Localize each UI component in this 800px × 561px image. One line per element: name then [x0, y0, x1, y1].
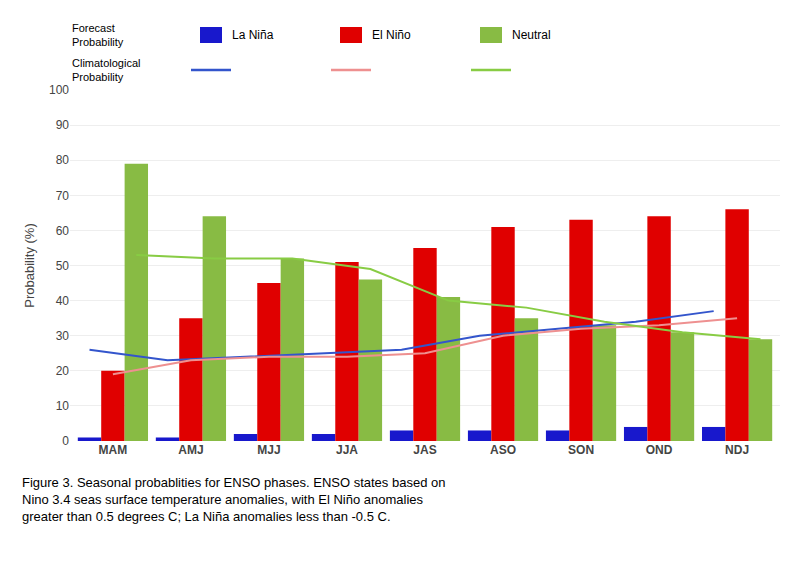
svg-text:80: 80	[56, 153, 70, 167]
svg-text:MJJ: MJJ	[257, 443, 280, 457]
svg-text:ClimatologicalProbability: ClimatologicalProbability	[72, 57, 140, 83]
svg-text:JJA: JJA	[336, 443, 358, 457]
svg-text:0: 0	[62, 434, 69, 448]
svg-text:90: 90	[56, 118, 70, 132]
svg-text:SON: SON	[568, 443, 594, 457]
svg-text:ASO: ASO	[490, 443, 516, 457]
svg-text:MAM: MAM	[99, 443, 128, 457]
svg-text:30: 30	[56, 329, 70, 343]
svg-text:AMJ: AMJ	[178, 443, 203, 457]
svg-text:10: 10	[56, 399, 70, 413]
svg-text:20: 20	[56, 364, 70, 378]
svg-text:Probability (%): Probability (%)	[22, 223, 37, 308]
svg-text:40: 40	[56, 294, 70, 308]
svg-text:60: 60	[56, 224, 70, 238]
svg-text:JAS: JAS	[413, 443, 436, 457]
svg-text:100: 100	[49, 83, 69, 97]
svg-text:ForecastProbability: ForecastProbability	[72, 22, 124, 48]
svg-text:Figure 3. Seasonal probablitie: Figure 3. Seasonal probablities for ENSO…	[22, 475, 445, 524]
svg-text:Neutral: Neutral	[512, 28, 551, 42]
svg-text:NDJ: NDJ	[725, 443, 749, 457]
svg-text:La Niña: La Niña	[232, 28, 274, 42]
svg-text:OND: OND	[646, 443, 673, 457]
svg-text:70: 70	[56, 189, 70, 203]
svg-text:El Niño: El Niño	[372, 28, 411, 42]
svg-text:50: 50	[56, 259, 70, 273]
